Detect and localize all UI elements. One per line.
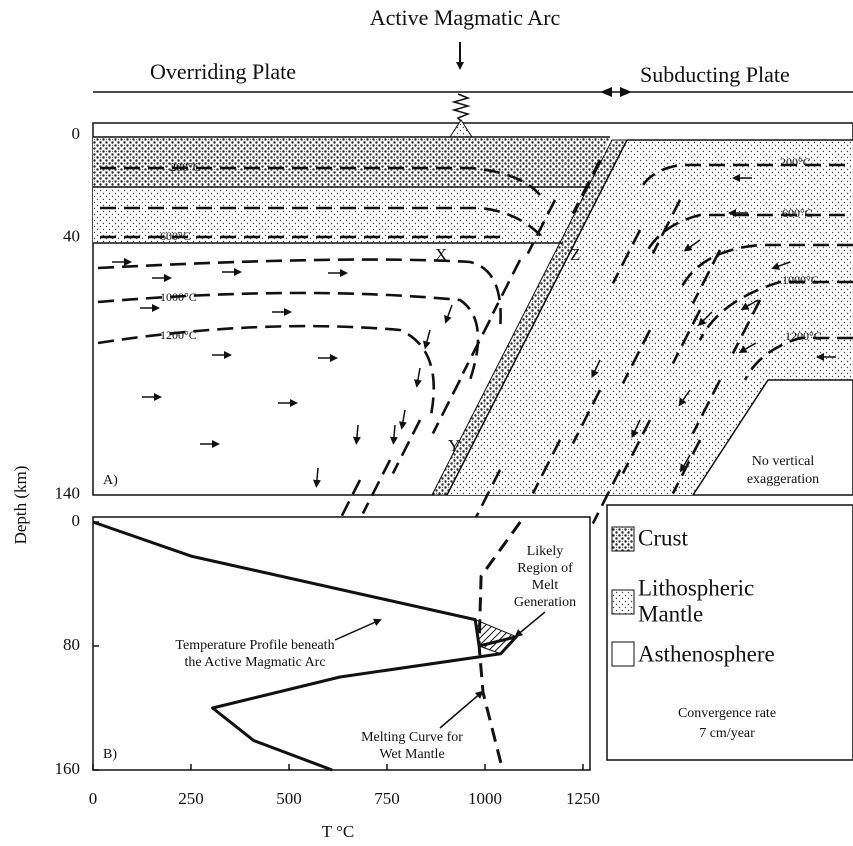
legend-label: Crust — [638, 525, 688, 550]
note: exaggeration — [747, 472, 819, 487]
legend-swatch — [612, 590, 634, 614]
point-label: X — [435, 245, 447, 264]
panel-b-frame — [93, 517, 590, 770]
legend-label: Mantle — [638, 601, 703, 626]
legend-swatch — [612, 642, 634, 666]
figure: Active Magmatic Arc Overriding Plate Sub… — [0, 0, 853, 846]
x-tick-label: 0 — [89, 789, 98, 808]
x-tick-label: 1000 — [468, 789, 502, 808]
isotherm-label: 600°C — [160, 229, 191, 243]
depth-tick-label: 40 — [63, 227, 80, 246]
depth-ticks: 0 40 140 — [55, 124, 81, 503]
x-tick-label: 750 — [374, 789, 400, 808]
x-axis-label: T °C — [322, 822, 354, 841]
isotherm-label: 1000°C — [782, 273, 819, 287]
isotherm-label: 1200°C — [785, 329, 822, 343]
annotation: Melting Curve for — [361, 730, 463, 745]
annotation: Melt — [532, 578, 559, 593]
legend-swatch — [612, 527, 634, 551]
annotation: Likely — [527, 544, 564, 559]
annotation: Region of — [517, 561, 573, 576]
panel-label: A) — [103, 473, 118, 488]
annotation: Generation — [514, 595, 576, 610]
legend-label: Asthenosphere — [638, 641, 775, 666]
legend-label: Lithospheric — [638, 575, 754, 600]
depth-tick-label: 140 — [55, 484, 81, 503]
note: No vertical — [752, 454, 815, 469]
isotherm-label: 200°C — [170, 160, 201, 174]
isotherm-label: 600°C — [782, 206, 813, 220]
annotation: the Active Magmatic Arc — [184, 655, 325, 670]
depth-tick-label: 0 — [72, 124, 81, 143]
point-label: Y — [448, 436, 460, 455]
point-label: Z — [570, 245, 580, 264]
isotherm-label: 1000°C — [160, 290, 197, 304]
x-tick-label: 250 — [178, 789, 204, 808]
overriding-label: Overriding Plate — [150, 59, 296, 84]
isotherm-label: 1200°C — [160, 328, 197, 342]
depth-axis-label: Depth (km) — [11, 466, 30, 545]
annotation: Wet Mantle — [379, 747, 444, 762]
panel-a: 200°C 600°C 1000°C 1200°C 200°C 600°C 10… — [93, 120, 853, 534]
title: Active Magmatic Arc — [370, 5, 561, 30]
panel-label: B) — [103, 747, 117, 762]
subducting-label: Subducting Plate — [640, 62, 790, 87]
y-tick-label: 160 — [55, 759, 81, 778]
y-tick-label: 80 — [63, 635, 80, 654]
annotation: Temperature Profile beneath — [175, 638, 334, 653]
y-tick-label: 0 — [72, 511, 81, 530]
x-tick-label: 1250 — [566, 789, 600, 808]
convergence-text: 7 cm/year — [699, 726, 755, 741]
x-tick-label: 500 — [276, 789, 302, 808]
convergence-text: Convergence rate — [678, 706, 776, 721]
isotherm-label: 200°C — [780, 155, 811, 169]
